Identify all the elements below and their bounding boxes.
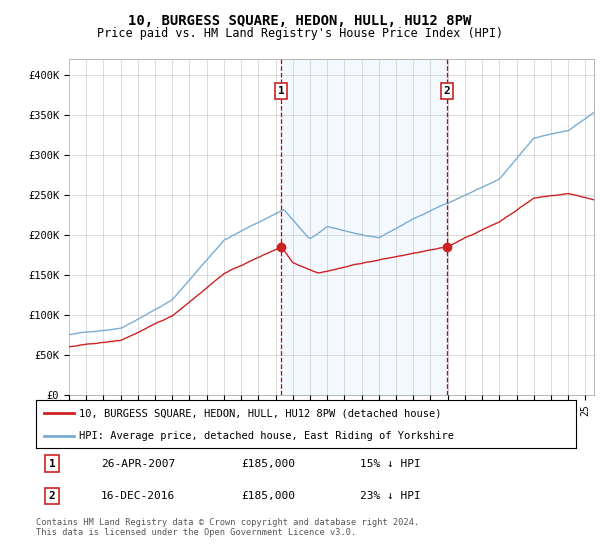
Bar bbox=[281, 59, 447, 395]
Text: 1: 1 bbox=[49, 459, 56, 469]
Text: 26-APR-2007: 26-APR-2007 bbox=[101, 459, 175, 469]
Text: 1: 1 bbox=[278, 86, 284, 96]
Text: 15% ↓ HPI: 15% ↓ HPI bbox=[360, 459, 421, 469]
Text: 10, BURGESS SQUARE, HEDON, HULL, HU12 8PW: 10, BURGESS SQUARE, HEDON, HULL, HU12 8P… bbox=[128, 14, 472, 28]
Text: 2: 2 bbox=[49, 491, 56, 501]
Text: 10, BURGESS SQUARE, HEDON, HULL, HU12 8PW (detached house): 10, BURGESS SQUARE, HEDON, HULL, HU12 8P… bbox=[79, 408, 442, 418]
Text: Contains HM Land Registry data © Crown copyright and database right 2024.
This d: Contains HM Land Registry data © Crown c… bbox=[36, 518, 419, 538]
Text: 16-DEC-2016: 16-DEC-2016 bbox=[101, 491, 175, 501]
Text: Price paid vs. HM Land Registry's House Price Index (HPI): Price paid vs. HM Land Registry's House … bbox=[97, 27, 503, 40]
Text: £185,000: £185,000 bbox=[241, 491, 295, 501]
Text: £185,000: £185,000 bbox=[241, 459, 295, 469]
Text: HPI: Average price, detached house, East Riding of Yorkshire: HPI: Average price, detached house, East… bbox=[79, 431, 454, 441]
Text: 2: 2 bbox=[443, 86, 451, 96]
Text: 23% ↓ HPI: 23% ↓ HPI bbox=[360, 491, 421, 501]
